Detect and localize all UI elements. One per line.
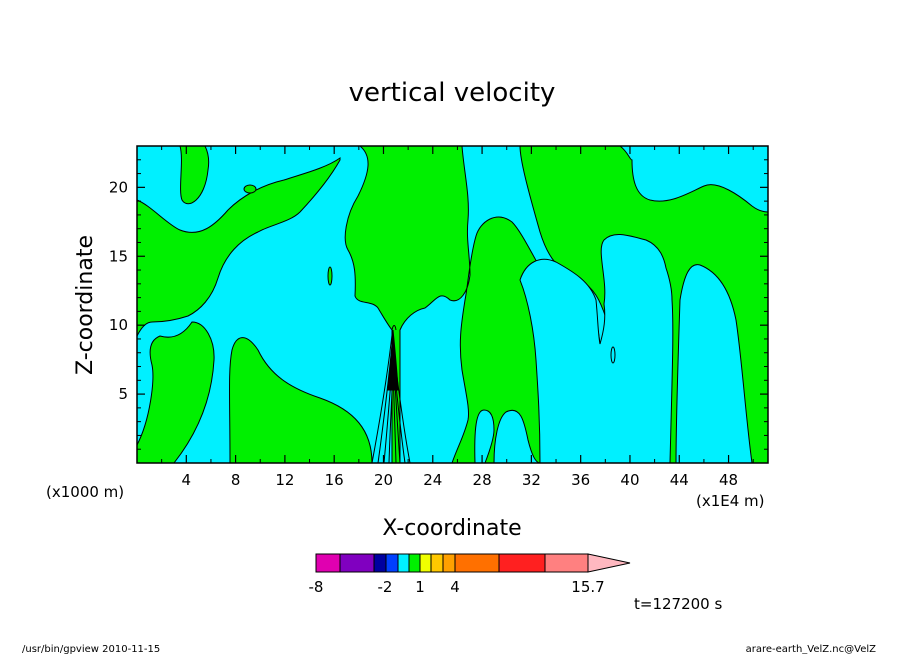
colorbar-segment <box>315 553 341 573</box>
region-negative <box>519 234 674 464</box>
x-tick-label: 16 <box>325 471 344 489</box>
y-axis: 5 10 15 20 <box>109 159 768 450</box>
region-negative <box>675 264 753 464</box>
colorbar-segment <box>430 553 444 573</box>
colorbar-segment <box>408 553 421 573</box>
region-small <box>610 346 616 364</box>
x-tick-label: 32 <box>522 471 541 489</box>
y-unit-label: (x1E4 m) <box>696 492 765 510</box>
updraft-core <box>371 325 411 464</box>
colorbar-tick-label: 4 <box>450 578 460 596</box>
colorbar-tick-label: -2 <box>378 578 393 596</box>
plot-area <box>136 145 769 464</box>
colorbar-arrow <box>587 553 631 573</box>
colorbar-segment <box>454 553 500 573</box>
time-label: t=127200 s <box>634 595 722 613</box>
y-tick-label: 10 <box>109 316 128 334</box>
region-small <box>327 266 333 286</box>
colorbar-labels: -8 -2 1 4 15.7 <box>309 578 605 596</box>
y-axis-title: Z-coordinate <box>73 235 98 375</box>
x-tick-label: 24 <box>423 471 442 489</box>
x-tick-label: 4 <box>182 471 192 489</box>
x-axis-title: X-coordinate <box>382 516 521 541</box>
colorbar-segment <box>544 553 589 573</box>
region-negative <box>136 157 341 337</box>
x-unit-label: (x1000 m) <box>46 483 124 501</box>
colorbar-segment <box>419 553 432 573</box>
region-negative <box>474 409 495 464</box>
chart-title: vertical velocity <box>349 78 556 108</box>
footer-left: /usr/bin/gpview 2010-11-15 <box>22 644 160 654</box>
x-tick-label: 12 <box>275 471 294 489</box>
colorbar-segment <box>442 553 456 573</box>
x-tick-label: 20 <box>374 471 393 489</box>
x-tick-label: 44 <box>670 471 689 489</box>
x-tick-label: 8 <box>231 471 241 489</box>
plot-frame <box>136 145 769 464</box>
colorbar-segment <box>373 553 387 573</box>
y-tick-label: 15 <box>109 247 128 265</box>
colorbar-segment <box>397 553 410 573</box>
colorbar <box>315 553 631 573</box>
colorbar-tick-label: -8 <box>309 578 324 596</box>
x-tick-label: 40 <box>620 471 639 489</box>
region-small <box>243 184 257 194</box>
y-tick-label: 5 <box>118 385 128 403</box>
footer-right: arare-earth_VelZ.nc@VelZ <box>746 644 877 654</box>
region-negative <box>534 145 769 213</box>
colorbar-tick-label: 1 <box>415 578 425 596</box>
x-axis: 4 8 12 16 20 24 28 32 36 40 44 48 <box>161 146 754 489</box>
x-tick-label: 48 <box>719 471 738 489</box>
colorbar-segment <box>385 553 399 573</box>
colorbar-segment <box>498 553 546 573</box>
colorbar-tick-label: 15.7 <box>571 578 604 596</box>
colorbar-segment <box>339 553 375 573</box>
x-tick-label: 28 <box>473 471 492 489</box>
x-tick-label: 36 <box>571 471 590 489</box>
region-negative <box>493 409 541 464</box>
y-tick-label: 20 <box>109 178 128 196</box>
